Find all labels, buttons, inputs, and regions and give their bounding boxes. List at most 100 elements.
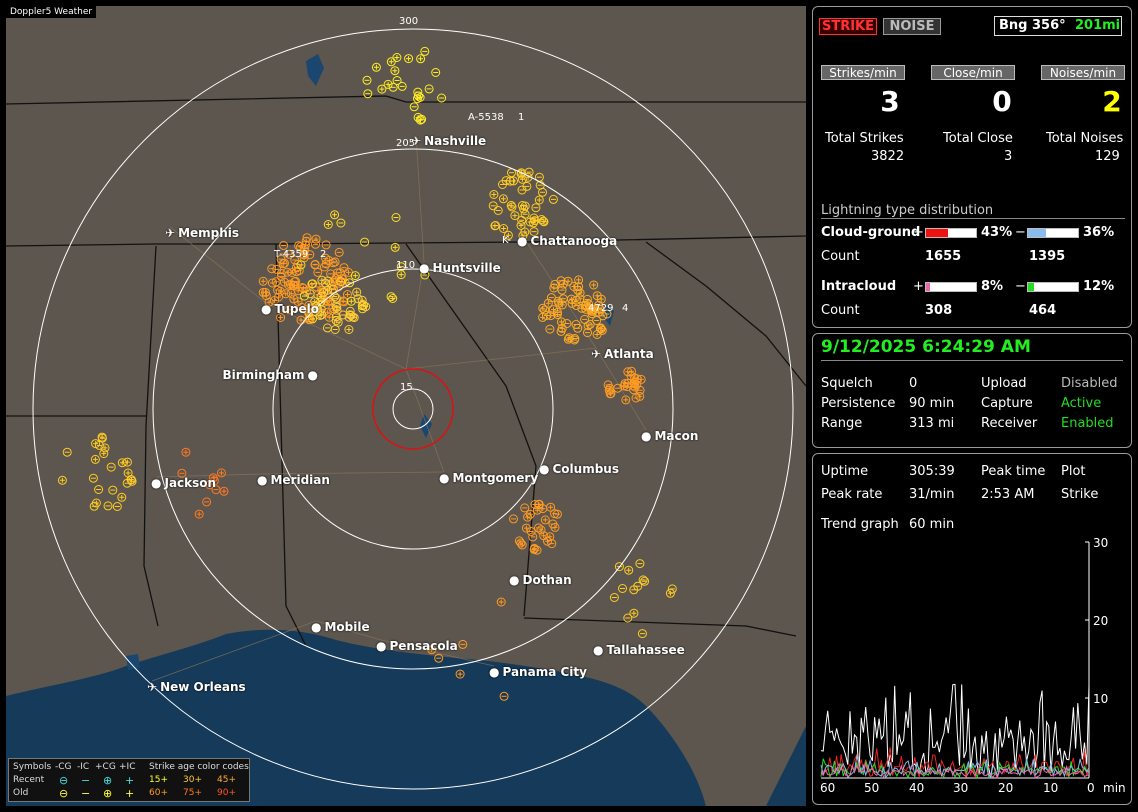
lightning-map[interactable]: Doppler5 Weather 300 205 110 15 ✈ Nashvil… [6,6,806,806]
strike-mark [528,532,538,542]
city-name: Dothan [522,573,572,587]
strike-mark [556,326,566,336]
strike-mark-sign [286,307,292,313]
cg-minus-count: 1395 [1029,249,1066,264]
strike-mark [390,66,400,76]
city-dot-icon: ● [489,665,500,679]
peak-rate-value: 31/min [909,487,955,502]
strike-mark-sign [631,380,637,385]
storm-tag: T-4359 [274,249,309,260]
city-panama-city: ● Panama City [489,665,587,679]
strike-mark [332,302,342,312]
status-k2: Capture [981,396,1033,411]
city-memphis: ✈ Memphis [165,226,239,240]
city-meridian: ● Meridian [257,473,330,487]
city-dot-icon: ● [509,573,520,587]
legend-header: -IC [77,762,90,772]
strike-mark-sign [591,282,597,288]
strike-mark [302,233,312,243]
strike-mark [211,485,221,495]
city-name: Jackson [164,476,217,490]
cg-count-label: Count [821,249,860,264]
strike-symbols [57,46,677,701]
noises-per-min-value: 2 [1102,85,1122,118]
strike-mark [397,81,407,91]
strike-mark [514,536,524,546]
map-canvas [6,28,806,806]
city-dothan: ● Dothan [509,573,572,587]
strike-mark-sign [551,285,557,291]
city-name: Montgomery [452,471,539,485]
strike-mark-sign [525,514,531,520]
strike-mode-button[interactable]: STRIKE [819,18,877,35]
ic-minus-sign: − [1015,279,1026,294]
strike-mark [581,300,591,310]
strike-mark [536,525,546,535]
strike-mark [333,317,343,327]
distribution-title: Lightning type distribution [821,203,994,218]
strike-mark [510,211,520,221]
city-name: Chattanooga [530,234,618,248]
strike-mark-sign [505,232,511,238]
storm-tag: 4729 [588,303,614,314]
y-tick: 20 [1093,614,1109,628]
city-name: Huntsville [432,261,501,275]
total-strikes-label: Total Strikes [825,131,904,146]
strike-mark-sign [333,318,339,324]
strike-mark [564,333,574,343]
city-atlanta: ✈ Atlanta [591,347,654,361]
strikes-per-min-button[interactable]: Strikes/min [821,65,905,80]
strike-mark [434,653,444,663]
plot-value[interactable]: Strike [1061,487,1099,502]
legend-age: 75+ [183,788,202,798]
strike-mark [635,559,645,569]
strike-mark [391,213,401,222]
strike-mark-sign [345,292,350,297]
strike-mark [315,311,325,320]
strike-mark [629,378,639,387]
legend-age-title: Strike age color codes [149,762,249,772]
strike-mark [543,298,553,308]
strike-mark [305,289,315,299]
strike-mark-sign [392,68,398,74]
strike-mark [539,531,549,541]
strike-mark-sign [536,197,542,203]
strike-mark [57,475,67,485]
legend-symbol: + [125,774,135,787]
strike-mark [516,168,526,178]
strike-mark [596,294,606,304]
noise-mode-button[interactable]: NOISE [883,18,941,35]
trend-series-line [820,683,1090,778]
ic-plus-percent: 8% [981,279,1004,294]
strike-mark [589,280,599,290]
strike-mark [413,94,422,104]
strike-mark [548,519,558,529]
strike-mark [205,480,215,490]
strike-mark-sign [325,222,331,227]
strike-mark-sign [457,671,463,677]
ic-plus-bar [925,282,977,292]
ring-label-110: 110 [396,260,416,271]
strike-mark-sign [59,477,65,483]
divider [821,218,1125,219]
strike-mark-sign [541,219,547,225]
strike-mark [286,288,296,298]
strike-mark [328,284,338,294]
strike-mark [90,454,100,464]
city-tallahassee: ● Tallahassee [593,643,685,657]
trend-graph-label: Trend graph [821,517,899,532]
ring-label-300: 300 [399,16,419,27]
strike-mark-sign [415,114,421,120]
strike-mark [595,323,605,333]
strike-mark [335,268,345,278]
strike-mark [538,216,548,226]
noises-per-min-button[interactable]: Noises/min [1041,65,1125,80]
strike-mark-sign [101,451,107,457]
strike-mark-sign [388,59,394,65]
strike-mark-sign [278,315,284,320]
strike-mark [346,296,356,306]
close-per-min-button[interactable]: Close/min [931,65,1015,80]
city-name: Macon [654,429,699,443]
strike-mark [640,576,650,586]
strike-mark-sign [626,567,632,573]
